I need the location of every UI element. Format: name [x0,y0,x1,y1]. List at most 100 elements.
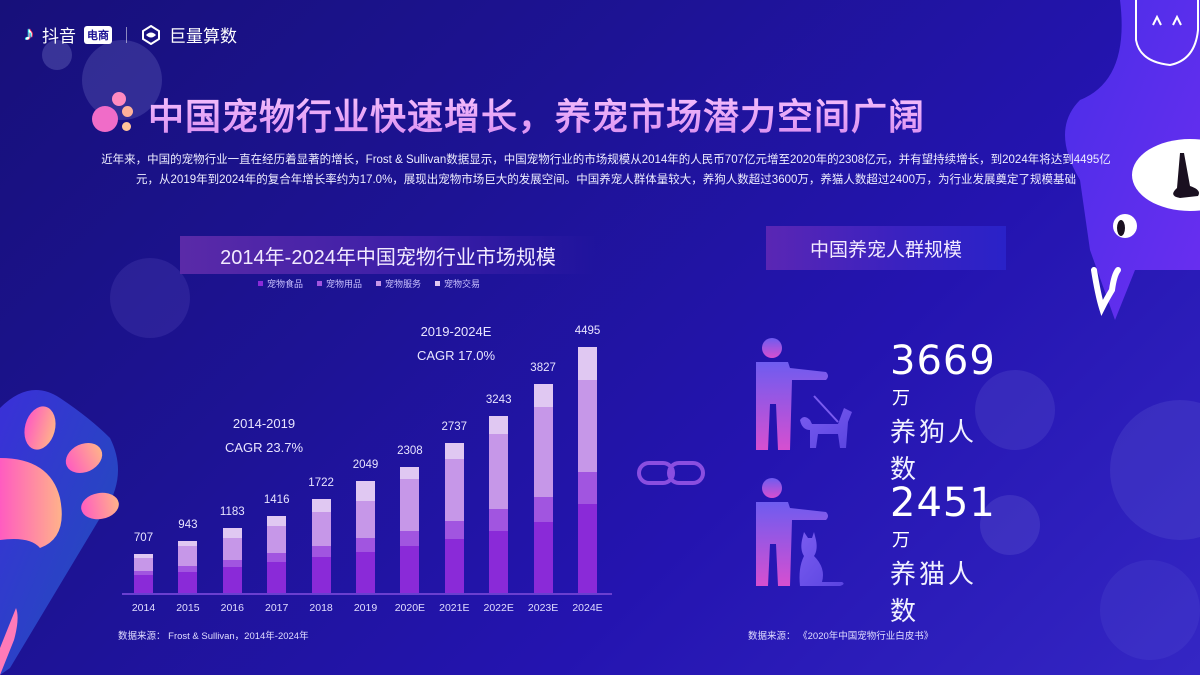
bar-segment [267,525,287,554]
cagr-annotation-2014-2019: 2014-2019 CAGR 23.7% [204,412,324,460]
dog-owner-unit: 万 [892,388,910,408]
bar-segment [578,347,597,380]
douyin-label: 抖音 [42,27,76,46]
bar-segment [222,528,242,539]
bar-value-label: 1183 [219,506,245,519]
bar-2015 [178,541,198,593]
legend-label: 宠物食品 [267,279,304,289]
bar-value-label: 2308 [397,444,423,457]
legend-item-services: 宠物服务 [376,277,421,290]
x-axis-label: 2024E [572,602,603,614]
decor-bubble [975,370,1055,450]
bar-segment [533,383,553,407]
bar-2021E [444,443,464,593]
juliang-label: 巨量算数 [169,27,237,46]
title-dots-icon [92,92,140,136]
bar-value-label: 943 [178,519,198,532]
bar-segment [578,472,597,504]
dog-owner-stat: 3669 万 养狗人数 [742,338,995,484]
bar-segment [311,512,331,546]
legend-swatch [317,281,323,286]
bar-segment [178,571,198,593]
decor-bubble [980,495,1040,555]
bar-value-label: 2737 [441,421,468,434]
chart-legend: 宠物食品 宠物用品 宠物服务 宠物交易 [258,277,480,290]
bar-segment [444,459,464,521]
bar-segment [178,545,198,566]
legend-item-trading: 宠物交易 [435,277,480,290]
bar-segment [578,503,597,593]
legend-swatch [258,281,263,286]
bar-segment [533,406,553,497]
decor-bubble [110,258,190,338]
cagr-period: 2014-2019 [232,416,296,431]
bar-value-label: 2049 [352,458,379,471]
person-walking-dog-icon [756,338,852,450]
bar-2016 [222,528,242,593]
bar-segment [356,551,375,593]
bar-segment [489,434,509,510]
market-size-bar-chart: 2014-2019 CAGR 23.7% 2019-2024E CAGR 17.… [118,290,618,620]
bar-2024E [578,347,597,593]
x-axis-label: 2021E [439,602,470,614]
decor-bubble [82,40,162,120]
brand-bar: ♪ 抖音 电商 巨量算数 [24,22,237,47]
legend-label: 宠物交易 [444,279,481,289]
bar-segment [356,538,375,552]
bar-segment [178,565,198,572]
bar-segment [489,531,509,593]
legend-swatch [435,281,441,286]
bunny-mascot-icon [1065,0,1200,320]
cagr-value: CAGR 17.0% [416,348,496,363]
legend-label: 宠物服务 [385,279,422,289]
bar-segment [489,509,509,532]
bar-value-label: 4495 [574,325,601,337]
bar-2020E [400,466,420,593]
bar-segment [444,538,464,593]
cat-owner-stat: 2451 万 养猫人数 [742,478,995,626]
x-axis-label: 2020E [394,602,426,614]
cagr-period: 2019-2024E [420,324,492,339]
chart-source: 数据来源： Frost & Sullivan，2014年-2024年 [118,631,309,642]
bar-segment [356,480,375,501]
bar-segment [178,541,198,546]
cat-owner-count: 2451 [890,480,996,526]
headline-text: 中国宠物行业快速增长，养宠市场潜力空间广阔 [148,88,925,140]
decor-bubble [42,40,72,70]
bar-segment [267,515,287,526]
bar-segment [267,562,287,593]
bar-segment [134,570,153,576]
bar-2022E [489,415,509,593]
cat-owner-unit: 万 [892,530,910,550]
cat-owner-label: 养猫人数 [890,559,978,626]
dog-owner-text: 3669 万 养狗人数 [890,338,996,486]
x-axis-label: 2016 [220,602,244,614]
x-axis-label: 2022E [483,602,514,614]
bar-segment [134,557,153,571]
cat-owner-text: 2451 万 养猫人数 [890,480,996,628]
bar-segment [356,500,375,539]
bar-segment [222,538,242,560]
link-icon [637,461,705,485]
chart-title: 2014年-2024年中国宠物行业市场规模 [180,236,596,274]
bar-segment [489,415,509,435]
bar-value-label: 1722 [308,476,334,489]
bar-segment [311,557,331,593]
x-axis-label: 2014 [131,602,156,614]
bar-segment [578,379,597,473]
bar-segment [311,498,331,513]
decor-bubble [1100,560,1200,660]
bar-segment [134,554,153,558]
dog-owner-count: 3669 [890,338,996,384]
population-title: 中国养宠人群规模 [766,226,1006,270]
bar-2018 [311,498,331,593]
bar-2017 [267,515,287,593]
person-with-cat-icon [756,478,844,586]
bar-segment [400,466,420,480]
bar-2023E [533,383,553,593]
brand-divider [126,26,127,43]
x-axis-label: 2023E [527,602,559,614]
bar-2019 [356,480,375,593]
page-title: 中国宠物行业快速增长，养宠市场潜力空间广阔 [92,88,925,140]
bar-segment [267,553,287,563]
